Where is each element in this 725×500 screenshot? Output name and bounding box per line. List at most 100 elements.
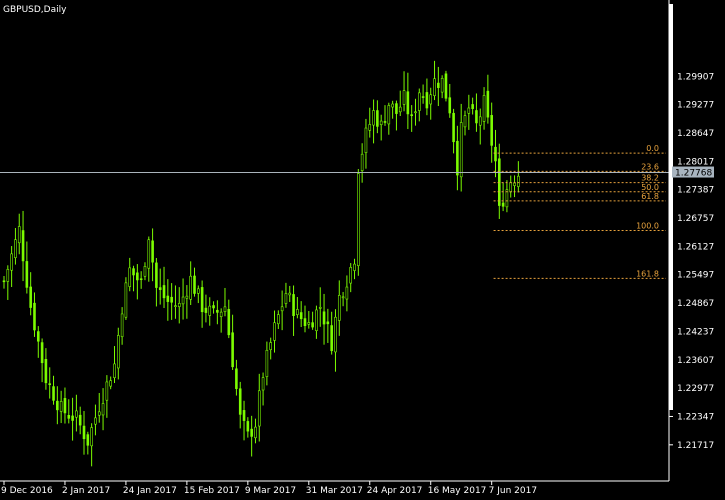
y-tick-label: 1.24867 <box>677 299 714 309</box>
candle-body <box>10 253 13 271</box>
candle-body <box>52 386 55 401</box>
candle-body <box>21 230 25 262</box>
candle-body <box>459 122 463 178</box>
candle-body <box>200 287 204 313</box>
candle-body <box>341 296 345 299</box>
candle-body <box>223 306 227 312</box>
candle-body <box>63 398 67 414</box>
candle-body <box>90 427 93 447</box>
candle-body <box>284 293 288 304</box>
candle-body <box>75 410 78 418</box>
y-tick-label: 1.29277 <box>677 101 714 111</box>
y-tick-label: 1.21717 <box>677 441 714 451</box>
y-tick-label: 1.24237 <box>677 327 714 337</box>
candle-body <box>204 307 208 313</box>
x-tick-label: 9 Dec 2016 <box>1 486 53 496</box>
fib-level-label: 100.0 <box>636 221 659 230</box>
candle-body <box>357 173 360 266</box>
candle-body <box>67 415 71 419</box>
candle-body <box>322 311 326 325</box>
candle-body <box>486 90 490 118</box>
candle-body <box>33 302 36 331</box>
candle-body <box>372 110 375 126</box>
candles-layer <box>2 60 520 467</box>
candle-body <box>395 103 398 114</box>
candle-body <box>170 296 173 303</box>
current-price-tag-bg <box>672 166 714 178</box>
fib-level-label: 61.8 <box>641 192 659 201</box>
candle-body <box>505 189 509 208</box>
candle-body <box>360 153 364 172</box>
candle-body <box>463 115 467 128</box>
candle-body <box>197 288 200 294</box>
candle-body <box>155 262 158 288</box>
candle-body <box>227 309 231 336</box>
candle-body <box>311 322 314 328</box>
candle-body <box>406 91 410 115</box>
candle-body <box>475 110 478 124</box>
x-tick-label: 16 May 2017 <box>428 486 487 496</box>
candle-body <box>467 107 471 114</box>
candle-body <box>29 286 32 308</box>
candle-body <box>136 272 139 281</box>
candle-body <box>376 110 379 127</box>
candle-body <box>56 400 59 411</box>
candle-body <box>387 105 391 125</box>
candle-body <box>296 309 299 315</box>
candle-body <box>242 410 246 421</box>
y-tick-label: 1.22347 <box>677 412 714 422</box>
candle-body <box>379 120 383 125</box>
candle-body <box>143 266 147 277</box>
x-tick-label: 31 Mar 2017 <box>306 486 363 496</box>
y-tick-label: 1.28017 <box>677 157 714 167</box>
candle-body <box>212 305 215 309</box>
candle-body <box>78 414 82 426</box>
candle-body <box>231 332 234 368</box>
candle-body <box>82 425 86 440</box>
fibonacci-layer: 0.0 23.6 38.250.061.8 100.0 161.8 <box>493 144 666 279</box>
candle-body <box>94 417 97 425</box>
candle-body <box>250 428 253 437</box>
candle-body <box>166 295 170 302</box>
candle-body <box>219 311 223 317</box>
candle-body <box>139 278 143 281</box>
candle-body <box>425 92 429 109</box>
candle-body <box>334 316 337 353</box>
candle-body <box>448 97 452 114</box>
candle-body <box>429 94 433 105</box>
candle-body <box>158 287 162 290</box>
y-tick-label: 1.26127 <box>677 242 714 252</box>
candle-body <box>273 322 276 341</box>
candle-body <box>456 140 459 176</box>
y-axis-ticks: 1.29907 1.29277 1.28647 1.28017 1.27387 1.267… <box>669 72 714 451</box>
candle-body <box>162 285 166 299</box>
candle-body <box>101 403 105 416</box>
candle-body <box>261 377 265 391</box>
x-tick-label: 2 Jan 2017 <box>62 486 110 496</box>
candle-body <box>120 313 124 338</box>
candle-body <box>421 96 425 98</box>
candle-body <box>349 267 353 284</box>
candle-body <box>307 322 311 325</box>
candle-body <box>174 305 177 307</box>
candle-body <box>494 146 497 162</box>
y-tick-label: 1.28647 <box>677 129 714 139</box>
candle-body <box>17 226 21 244</box>
price-scale-marker <box>669 4 673 410</box>
candle-body <box>299 312 303 320</box>
candle-body <box>292 294 295 316</box>
candle-body <box>44 358 48 384</box>
candle-body <box>330 325 333 352</box>
candle-body <box>288 292 292 296</box>
candle-body <box>353 263 356 271</box>
candle-body <box>2 280 6 283</box>
candle-body <box>208 305 212 316</box>
x-axis-ticks: 9 Dec 2016 2 Jan 2017 24 Jan 2017 15 Feb 20… <box>1 481 537 496</box>
candle-body <box>501 202 505 207</box>
candle-body <box>185 295 189 299</box>
x-tick-label: 9 Mar 2017 <box>245 486 296 496</box>
candle-body <box>216 309 219 313</box>
candle-body <box>444 73 448 99</box>
